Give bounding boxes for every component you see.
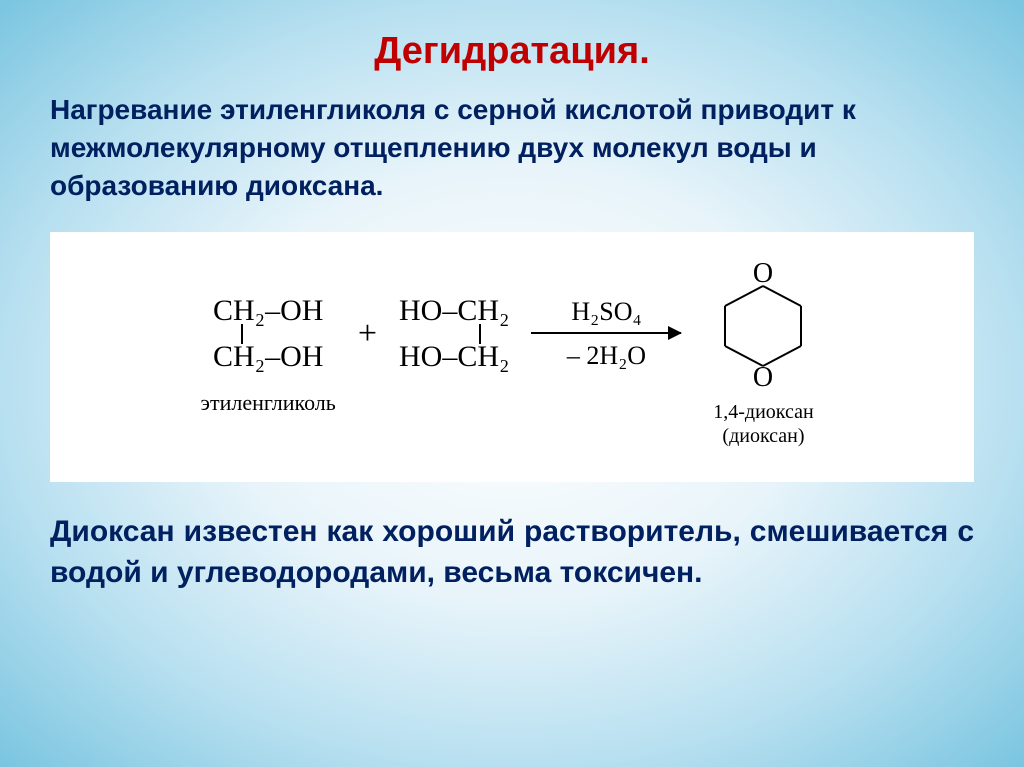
slide-title: Дегидратация.: [50, 30, 974, 73]
formula-line: CH₂–OH: [213, 338, 323, 376]
plus-sign: +: [358, 315, 377, 353]
atom-o-bottom: O: [753, 362, 773, 390]
conclusion-paragraph: Диоксан известен как хороший растворител…: [50, 512, 974, 593]
intro-paragraph: Нагревание этиленгликоля с серной кислот…: [50, 91, 974, 204]
product-label: 1,4-диоксан (диоксан): [713, 400, 813, 448]
molecule-label: этиленгликоль: [201, 389, 336, 417]
product-dioxane: O O 1,4-диоксан (диоксан): [703, 260, 823, 448]
atom-o-top: O: [753, 260, 773, 289]
reaction-arrow: H₂SO₄ – 2H₂O: [531, 297, 681, 371]
formula-line: HO–CH₂: [399, 338, 509, 376]
molecule-label-empty: [452, 389, 458, 417]
reaction-row: CH₂–OH CH₂–OH этиленгликоль + HO–CH₂ HO–…: [84, 260, 940, 448]
dioxane-structure-icon: O O: [703, 260, 823, 390]
reagent-ethylene-glycol-1: CH₂–OH CH₂–OH этиленгликоль: [201, 292, 336, 417]
arrow-below-label: – 2H₂O: [567, 341, 646, 371]
arrow-above-label: H₂SO₄: [571, 297, 641, 327]
arrow-shaft-icon: [531, 332, 681, 334]
product-label-line1: 1,4-диоксан: [713, 401, 813, 423]
formula-line: CH₂–OH: [213, 292, 323, 330]
reaction-panel: CH₂–OH CH₂–OH этиленгликоль + HO–CH₂ HO–…: [50, 232, 974, 482]
product-label-line2: (диоксан): [722, 425, 804, 447]
reagent-ethylene-glycol-2: HO–CH₂ HO–CH₂: [399, 292, 509, 417]
formula-line: HO–CH₂: [399, 292, 509, 330]
